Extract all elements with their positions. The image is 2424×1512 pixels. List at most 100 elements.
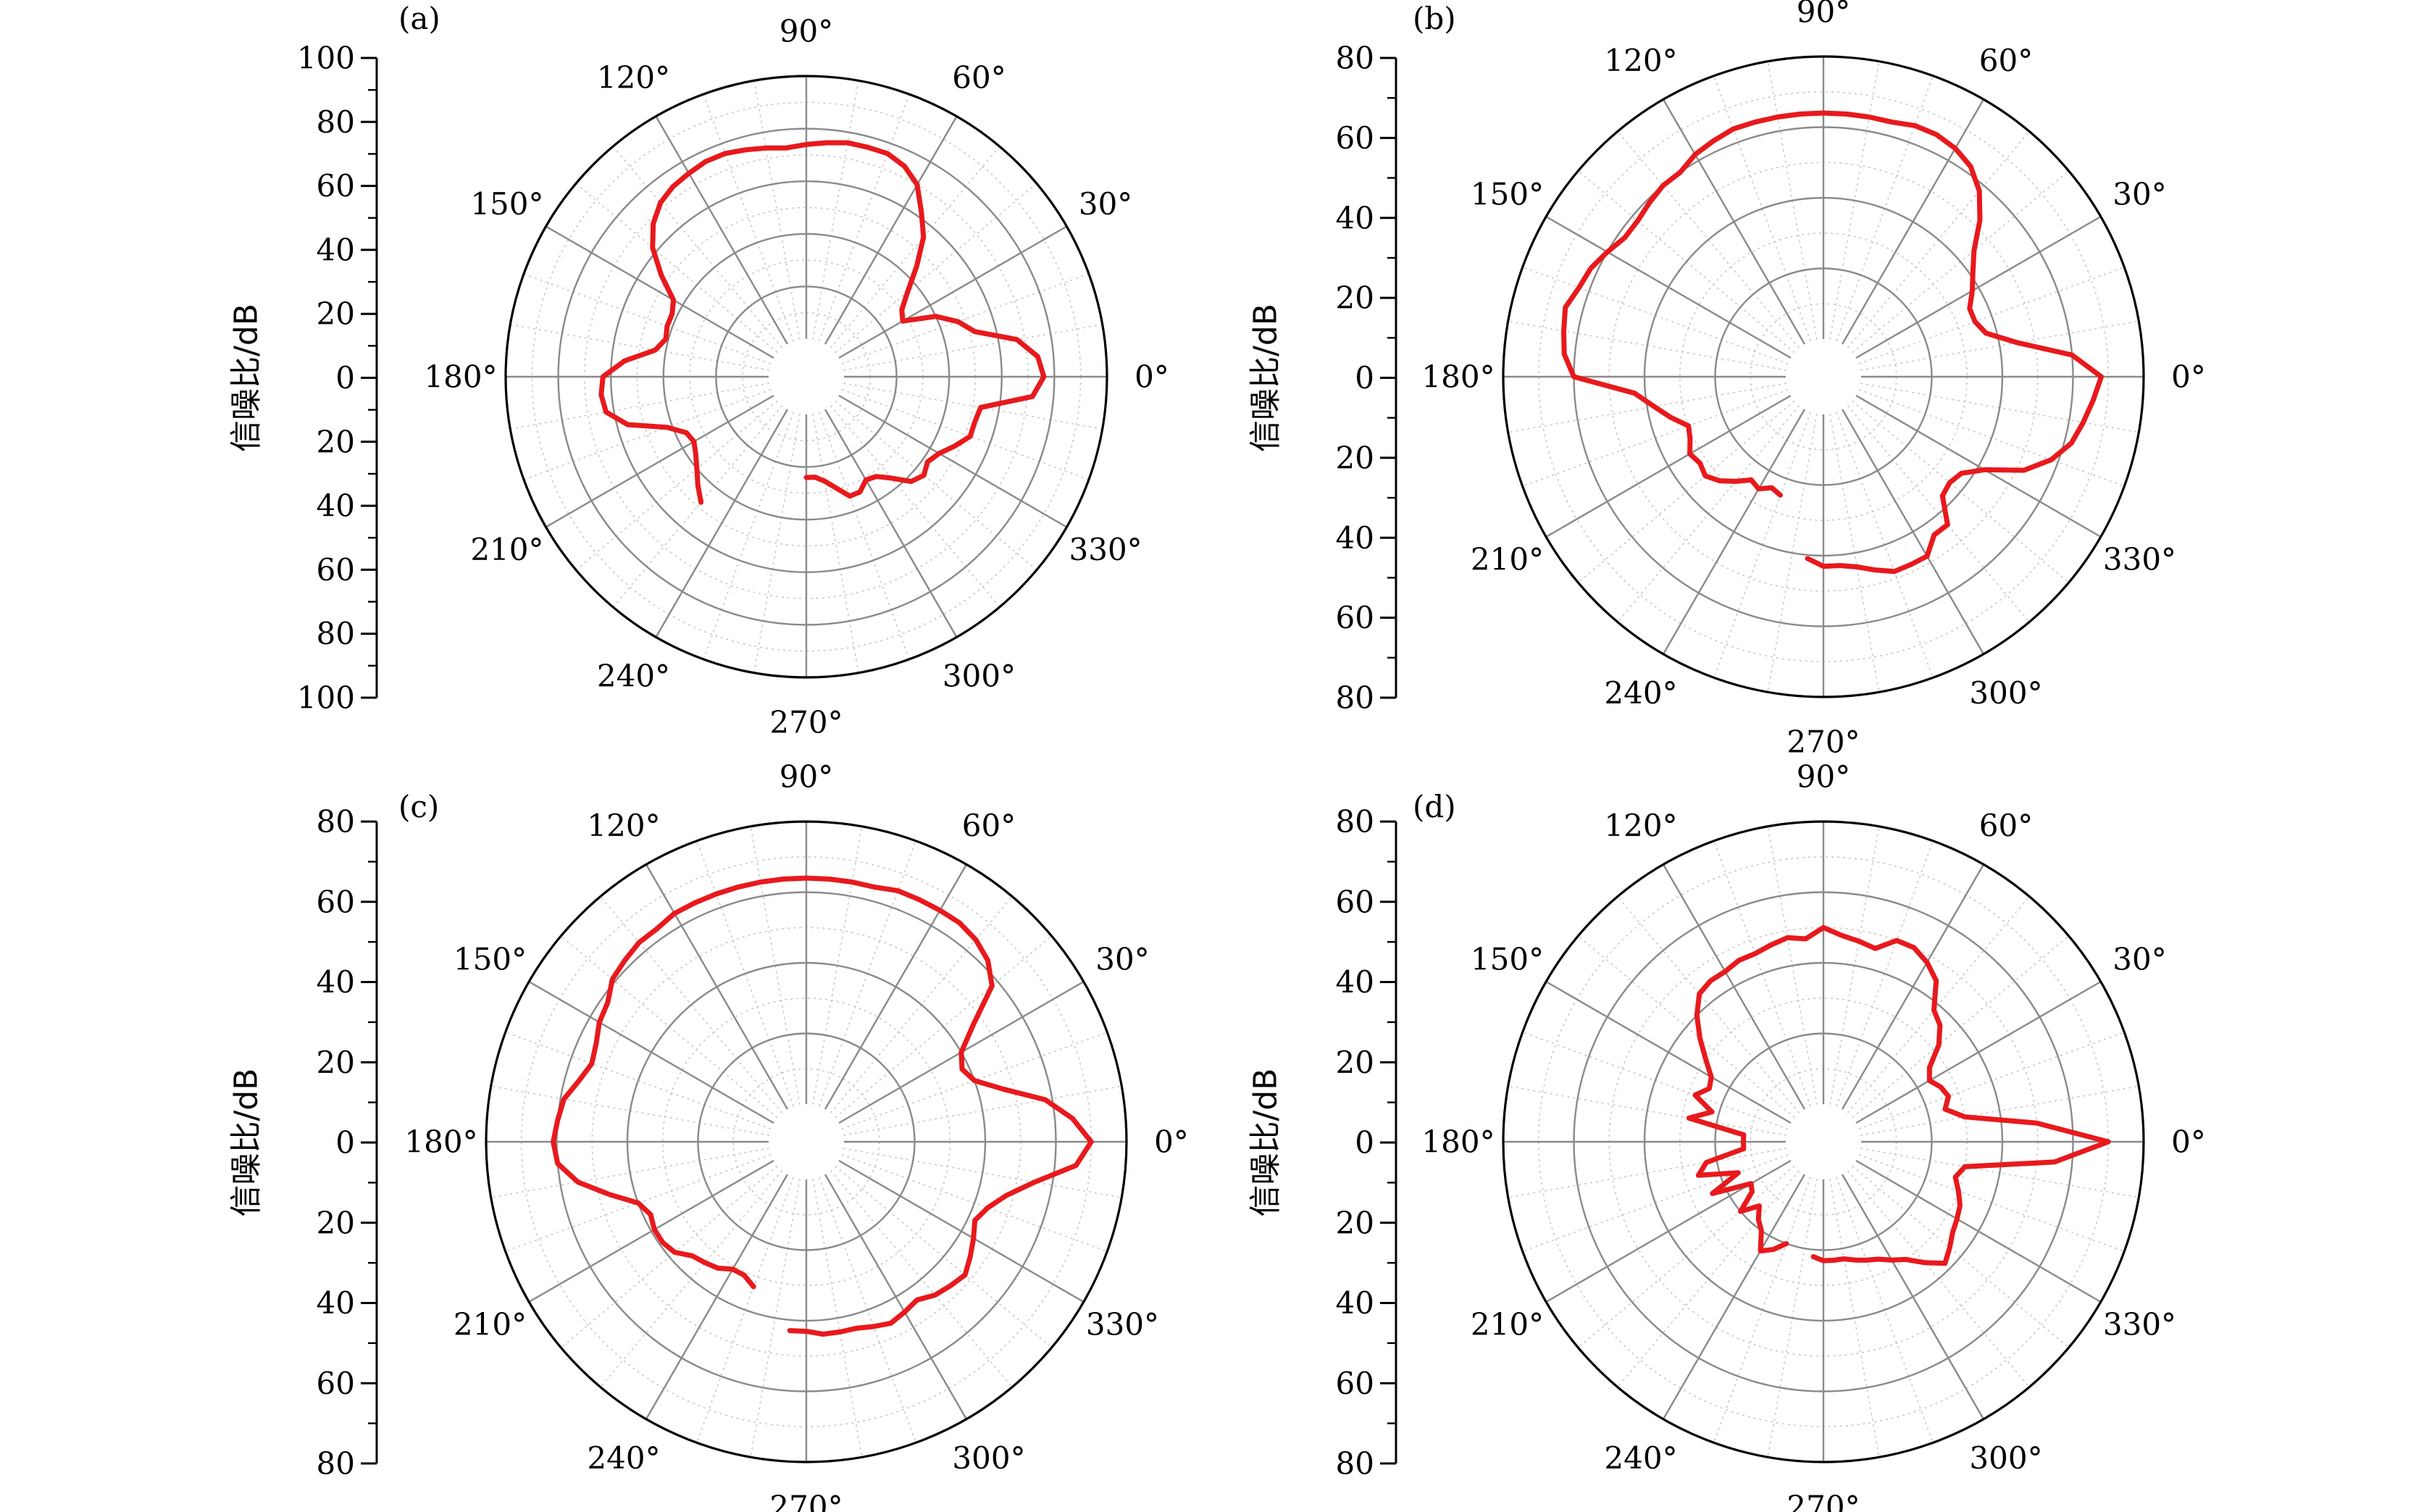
- angle-tick-label: 180°: [424, 359, 497, 395]
- radial-tick-label: 60: [1336, 120, 1374, 156]
- angle-tick-label: 30°: [1095, 942, 1149, 977]
- major-grid-spoke: [655, 115, 789, 345]
- radial-tick-label: 0: [1355, 1125, 1374, 1161]
- minor-grid-spoke: [819, 412, 910, 660]
- angle-tick-label: 0°: [2171, 1124, 2206, 1160]
- radial-tick-label: 40: [1336, 520, 1374, 556]
- data-series-line: [598, 140, 1047, 505]
- polar-boundary: [1502, 55, 2145, 698]
- minor-grid-spoke: [843, 1085, 1122, 1136]
- angle-tick-label: 240°: [587, 1440, 660, 1476]
- angle-tick-label: 60°: [962, 808, 1016, 843]
- angle-tick-label: 0°: [2171, 359, 2206, 395]
- y-axis-label: 信噪比/dB: [1247, 1069, 1284, 1217]
- angle-tick-label: 270°: [769, 1490, 843, 1512]
- minor-grid-spoke: [812, 414, 859, 673]
- angle-tick-label: 300°: [1969, 675, 2042, 711]
- polar-boundary: [485, 820, 1128, 1463]
- angle-tick-label: 330°: [1069, 532, 1142, 567]
- radial-tick-label: 20: [317, 296, 355, 332]
- radial-tick-label: 60: [317, 168, 355, 204]
- radial-tick-label: 60: [1336, 884, 1374, 919]
- angle-tick-label: 120°: [597, 59, 670, 95]
- minor-grid-spoke: [812, 1179, 863, 1458]
- radial-tick-label: 40: [1336, 200, 1374, 235]
- angle-tick-label: 300°: [952, 1440, 1025, 1476]
- angle-tick-label: 330°: [2103, 542, 2176, 577]
- angle-tick-label: 0°: [1154, 1124, 1189, 1160]
- minor-grid-spoke: [510, 383, 769, 430]
- minor-grid-spoke: [490, 1085, 769, 1136]
- minor-grid-spoke: [703, 93, 794, 342]
- radial-tick-label: 80: [1336, 41, 1374, 76]
- major-grid-spoke: [1662, 409, 1806, 655]
- minor-grid-spoke: [753, 414, 801, 673]
- angle-tick-label: 150°: [1471, 177, 1544, 212]
- major-grid-spoke: [838, 1159, 1084, 1303]
- major-grid-spoke: [1855, 980, 2102, 1124]
- angle-tick-label: 120°: [587, 808, 660, 843]
- minor-grid-spoke: [750, 826, 801, 1105]
- angle-tick-label: 300°: [1969, 1440, 2042, 1476]
- major-grid-spoke: [655, 409, 789, 638]
- major-grid-spoke: [528, 980, 774, 1124]
- minor-grid-spoke: [829, 405, 1000, 608]
- minor-grid-spoke: [812, 826, 863, 1105]
- major-grid-spoke: [528, 1159, 774, 1303]
- minor-grid-spoke: [490, 1148, 769, 1198]
- radial-tick-label: 0: [335, 360, 355, 396]
- minor-grid-spoke: [1522, 1032, 1789, 1129]
- minor-grid-spoke: [1522, 1154, 1789, 1252]
- radial-tick-label: 100: [297, 680, 355, 716]
- major-grid-spoke: [1841, 99, 1985, 345]
- radial-tick-label: 40: [1336, 1285, 1374, 1321]
- radial-tick-label: 80: [317, 616, 355, 651]
- radial-tick-label: 40: [317, 964, 355, 1000]
- panel-label: (d): [1413, 789, 1456, 824]
- radial-tick-label: 80: [317, 804, 355, 840]
- radial-tick-label: 80: [317, 104, 355, 140]
- angle-tick-label: 30°: [2112, 177, 2166, 212]
- major-grid-spoke: [1855, 394, 2102, 538]
- major-grid-spoke: [545, 394, 774, 528]
- minor-grid-spoke: [523, 389, 772, 480]
- radial-tick-label: 20: [1336, 1205, 1374, 1240]
- angle-tick-label: 330°: [1086, 1307, 1159, 1342]
- angle-tick-label: 60°: [1979, 808, 2033, 843]
- major-grid-spoke: [645, 864, 789, 1110]
- minor-grid-spoke: [1858, 267, 2125, 364]
- angle-tick-label: 0°: [1134, 359, 1169, 395]
- angle-tick-label: 270°: [1786, 724, 1860, 760]
- minor-grid-spoke: [753, 80, 801, 340]
- minor-grid-spoke: [835, 183, 1037, 354]
- angle-tick-label: 270°: [1786, 1490, 1860, 1512]
- radial-tick-label: 20: [1336, 1045, 1374, 1080]
- minor-grid-spoke: [812, 80, 859, 340]
- radial-tick-label: 20: [1336, 440, 1374, 475]
- angle-tick-label: 180°: [1421, 359, 1495, 395]
- major-grid-spoke: [1545, 394, 1792, 538]
- major-grid-spoke: [1545, 1159, 1792, 1303]
- radial-tick-label: 60: [317, 884, 355, 919]
- major-grid-spoke: [1662, 99, 1806, 345]
- panel-label: (c): [398, 789, 439, 824]
- angle-tick-label: 210°: [1471, 542, 1544, 577]
- angle-tick-label: 60°: [952, 59, 1006, 95]
- angle-tick-label: 210°: [1471, 1307, 1544, 1342]
- radial-tick-label: 80: [1336, 1446, 1374, 1482]
- minor-grid-spoke: [1522, 267, 1789, 364]
- panel-a: 0° 30° 60° 90° 120° 150° 180° 210° 240° 270° 300° 3…: [228, 1, 1169, 740]
- radial-tick-label: 80: [1336, 804, 1374, 840]
- data-series-line: [1561, 110, 2104, 575]
- major-grid-spoke: [838, 394, 1068, 528]
- y-axis-label: 信噪比/dB: [1247, 304, 1284, 452]
- radial-tick-label: 80: [1336, 680, 1374, 716]
- minor-grid-spoke: [819, 93, 910, 342]
- angle-tick-label: 240°: [1604, 1440, 1677, 1476]
- angle-tick-label: 210°: [470, 532, 543, 567]
- radial-tick-label: 20: [317, 1205, 355, 1240]
- y-axis-label: 信噪比/dB: [228, 304, 265, 452]
- major-grid-spoke: [824, 864, 968, 1110]
- minor-grid-spoke: [750, 1179, 801, 1458]
